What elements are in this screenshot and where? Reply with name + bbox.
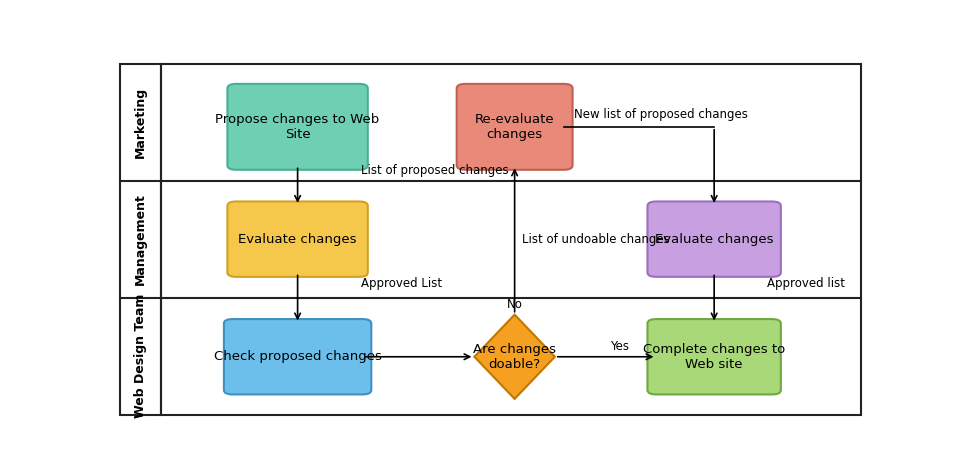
Text: No: No xyxy=(506,298,523,311)
Text: Approved list: Approved list xyxy=(767,276,845,290)
Text: Web Design Team: Web Design Team xyxy=(135,294,147,418)
Text: List of undoable changes: List of undoable changes xyxy=(522,233,670,246)
Text: Approved List: Approved List xyxy=(360,276,442,290)
Bar xyxy=(120,63,161,415)
Text: Marketing: Marketing xyxy=(135,86,147,157)
Text: New list of proposed changes: New list of proposed changes xyxy=(574,108,748,121)
Text: Complete changes to
Web site: Complete changes to Web site xyxy=(643,343,785,371)
Text: Yes: Yes xyxy=(610,340,629,353)
Text: Re-evaluate
changes: Re-evaluate changes xyxy=(475,113,554,141)
Text: Evaluate changes: Evaluate changes xyxy=(654,233,774,246)
Text: List of proposed changes: List of proposed changes xyxy=(360,164,508,177)
Text: Management: Management xyxy=(135,193,147,285)
Text: Check proposed changes: Check proposed changes xyxy=(213,350,382,363)
FancyBboxPatch shape xyxy=(224,319,371,394)
Text: Are changes
doable?: Are changes doable? xyxy=(473,343,556,371)
FancyBboxPatch shape xyxy=(648,319,781,394)
Text: Propose changes to Web
Site: Propose changes to Web Site xyxy=(215,113,380,141)
Polygon shape xyxy=(475,314,554,399)
FancyBboxPatch shape xyxy=(228,202,368,277)
Text: Evaluate changes: Evaluate changes xyxy=(238,233,357,246)
FancyBboxPatch shape xyxy=(456,84,573,170)
FancyBboxPatch shape xyxy=(228,84,368,170)
FancyBboxPatch shape xyxy=(648,202,781,277)
